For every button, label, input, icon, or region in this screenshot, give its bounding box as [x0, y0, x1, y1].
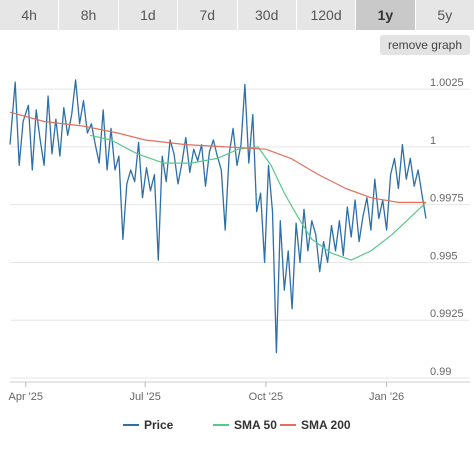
y-tick-label: 1 [430, 135, 436, 147]
price-chart: 1.0025 1 0.9975 0.995 0.9925 0.99 Apr '25 Jul '… [8, 77, 470, 432]
legend-item: SMA 200 [301, 418, 351, 432]
x-tick-label: Oct '25 [249, 391, 284, 403]
y-tick-label: 0.99 [430, 366, 451, 378]
tab-30d[interactable]: 30d [237, 0, 297, 30]
tab-1y[interactable]: 1y [356, 0, 416, 30]
tab-8h[interactable]: 8h [59, 0, 119, 30]
tab-120d[interactable]: 120d [296, 0, 357, 30]
tab-7d[interactable]: 7d [178, 0, 238, 30]
y-tick-label: 0.9925 [430, 308, 464, 320]
tab-5y[interactable]: 5y [415, 0, 474, 30]
y-tick-label: 0.9975 [430, 193, 464, 205]
legend-item: Price [144, 418, 174, 432]
series-line-sma-50 [89, 134, 427, 261]
series-line-price [9, 79, 427, 354]
tab-1d[interactable]: 1d [118, 0, 179, 30]
x-tick-label: Jul '25 [129, 391, 160, 403]
y-tick-label: 0.995 [430, 250, 458, 262]
timeframe-tabs: 4h 8h 1d 7d 30d 120d 1y 5y [0, 0, 474, 30]
tab-4h[interactable]: 4h [0, 0, 60, 30]
remove-graph-button[interactable]: remove graph [379, 35, 470, 55]
x-tick-label: Jan '26 [369, 391, 404, 403]
x-tick-label: Apr '25 [8, 391, 43, 403]
series-line-sma-200 [9, 111, 426, 203]
y-tick-label: 1.0025 [430, 77, 464, 89]
legend-item: SMA 50 [234, 418, 277, 432]
